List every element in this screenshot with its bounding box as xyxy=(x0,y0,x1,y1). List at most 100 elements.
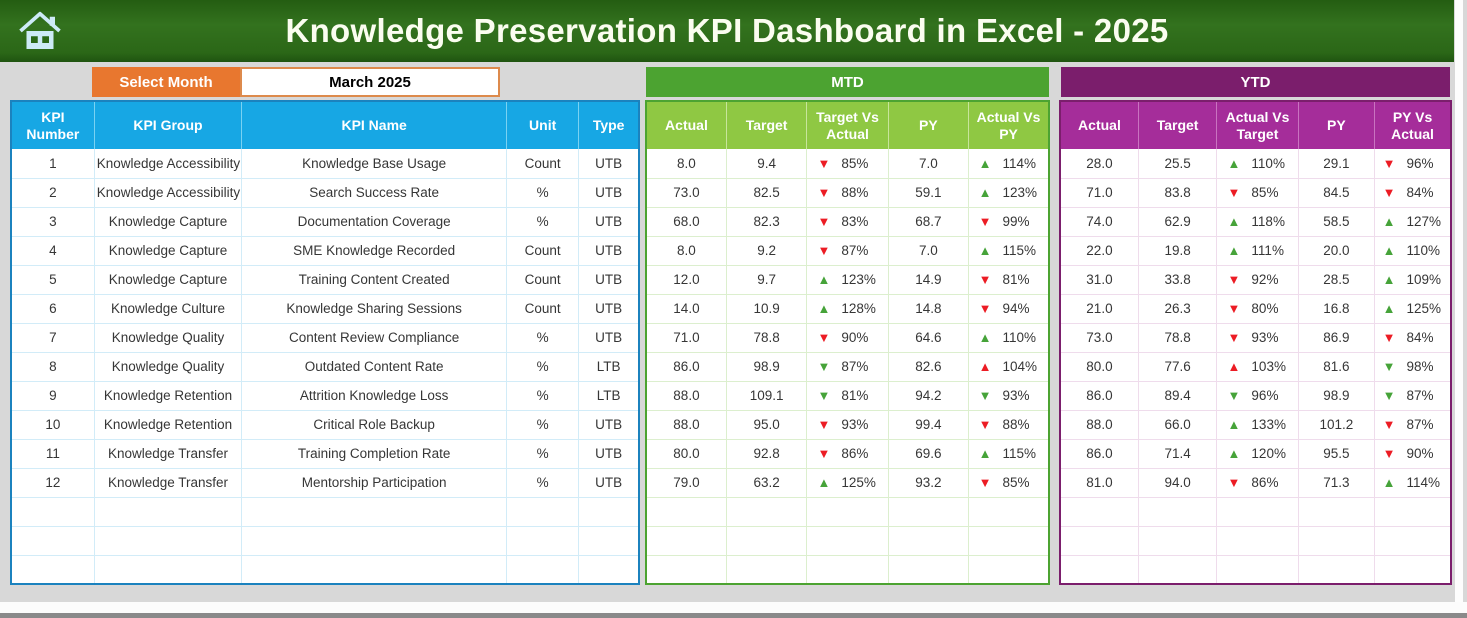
down-arrow-icon: ▼ xyxy=(817,155,831,171)
indicator-cell: ▲ 110% xyxy=(1216,149,1299,179)
table-row: 8.0 9.4 ▼ 85% 7.0 ▲ 114% xyxy=(646,149,1050,179)
percent-value: 123% xyxy=(1002,185,1037,200)
up-arrow-icon: ▲ xyxy=(1382,301,1396,316)
ytd-banner: YTD xyxy=(1061,67,1450,97)
up-arrow-icon: ▲ xyxy=(978,359,992,374)
percent-value: 81% xyxy=(841,388,869,403)
cell: 11 xyxy=(11,439,95,469)
table-row: 8.0 9.2 ▼ 87% 7.0 ▲ 115% xyxy=(646,236,1050,266)
cell: 10 xyxy=(11,410,95,440)
indicator-cell: ▼ 88% xyxy=(968,410,1050,440)
down-arrow-icon: ▼ xyxy=(817,185,831,200)
cell: % xyxy=(506,410,580,440)
cell: 86.9 xyxy=(1298,323,1376,353)
cell: Count xyxy=(506,149,580,179)
column-header: Unit xyxy=(506,101,580,149)
bottom-white-strip xyxy=(0,602,1467,613)
home-icon[interactable] xyxy=(16,7,64,55)
cell: 2 xyxy=(11,178,95,208)
cell: Knowledge Base Usage xyxy=(241,149,508,179)
up-arrow-icon: ▲ xyxy=(1227,155,1241,171)
down-arrow-icon: ▼ xyxy=(1382,446,1396,461)
up-arrow-icon: ▲ xyxy=(978,155,992,171)
table-row: 86.0 71.4 ▲ 120% 95.5 ▼ 90% xyxy=(1060,439,1452,469)
cell xyxy=(1216,497,1299,527)
cell: 62.9 xyxy=(1138,207,1218,237)
percent-value: 115% xyxy=(1002,243,1036,258)
up-arrow-icon: ▲ xyxy=(1382,272,1396,287)
indicator-cell: ▲ 128% xyxy=(806,294,889,324)
down-arrow-icon: ▼ xyxy=(1382,330,1396,345)
indicator-cell: ▲ 114% xyxy=(1374,468,1452,498)
indicator-cell: ▲ 109% xyxy=(1374,265,1452,295)
up-arrow-icon: ▲ xyxy=(978,185,992,200)
table-row: 8 Knowledge Quality Outdated Content Rate%… xyxy=(11,352,640,382)
cell: 31.0 xyxy=(1060,265,1139,295)
cell xyxy=(506,555,580,585)
indicator-cell: ▼ 81% xyxy=(806,381,889,411)
cell: 4 xyxy=(11,236,95,266)
cell: % xyxy=(506,439,580,469)
table-row: 3 Knowledge Capture Documentation Coverage… xyxy=(11,207,640,237)
indicator-cell: ▲ 123% xyxy=(968,178,1050,208)
table-row: 31.0 33.8 ▼ 92% 28.5 ▲ 109% xyxy=(1060,265,1452,295)
cell: 84.5 xyxy=(1298,178,1376,208)
ytd-table-header-row: Actual Target Actual Vs Target PY PY Vs Actu… xyxy=(1060,101,1452,149)
mtd-table-header-row: Actual Target Target Vs Actual PY Actual Vs … xyxy=(646,101,1050,149)
cell: 20.0 xyxy=(1298,236,1376,266)
cell: 8.0 xyxy=(646,236,727,266)
cell xyxy=(726,497,808,527)
cell: UTB xyxy=(578,236,640,266)
indicator-cell: ▲ 125% xyxy=(806,468,889,498)
cell: Attrition Knowledge Loss xyxy=(241,381,508,411)
cell xyxy=(1060,555,1139,585)
table-row: 81.0 94.0 ▼ 86% 71.3 ▲ 114% xyxy=(1060,468,1452,498)
table-row: 88.0 66.0 ▲ 133% 101.2 ▼ 87% xyxy=(1060,410,1452,440)
cell: 79.0 xyxy=(646,468,727,498)
indicator-cell: ▼ 85% xyxy=(968,468,1050,498)
cell: Critical Role Backup xyxy=(241,410,508,440)
cell: 8 xyxy=(11,352,95,382)
indicator-cell: ▲ 120% xyxy=(1216,439,1299,469)
indicator-cell: ▼ 83% xyxy=(806,207,889,237)
cell xyxy=(1138,555,1218,585)
percent-value: 114% xyxy=(1406,475,1440,490)
bottom-scrollbar[interactable] xyxy=(0,613,1467,618)
cell xyxy=(11,555,95,585)
cell: 98.9 xyxy=(1298,381,1376,411)
indicator-cell: ▲ 115% xyxy=(968,439,1050,469)
cell: 7.0 xyxy=(888,236,970,266)
down-arrow-icon: ▼ xyxy=(1382,155,1396,171)
percent-value: 118% xyxy=(1251,214,1285,229)
cell: % xyxy=(506,178,580,208)
cell: 86.0 xyxy=(1060,381,1139,411)
percent-value: 86% xyxy=(841,446,869,461)
column-header: PY xyxy=(888,101,970,149)
cell xyxy=(1060,497,1139,527)
cell: 5 xyxy=(11,265,95,295)
table-row: 28.0 25.5 ▲ 110% 29.1 ▼ 96% xyxy=(1060,149,1452,179)
cell: 7.0 xyxy=(888,149,970,179)
percent-value: 111% xyxy=(1251,243,1284,258)
cell: 81.0 xyxy=(1060,468,1139,498)
percent-value: 87% xyxy=(841,359,869,374)
indicator-cell: ▲ 114% xyxy=(968,149,1050,179)
down-arrow-icon: ▼ xyxy=(1227,475,1241,490)
down-arrow-icon: ▼ xyxy=(817,243,831,258)
cell xyxy=(578,526,640,556)
up-arrow-icon: ▲ xyxy=(1227,417,1241,432)
table-row: 80.0 92.8 ▼ 86% 69.6 ▲ 115% xyxy=(646,439,1050,469)
month-dropdown[interactable]: March 2025 xyxy=(240,67,500,97)
percent-value: 125% xyxy=(1406,301,1441,316)
empty-row xyxy=(11,555,640,585)
cell: 99.4 xyxy=(888,410,970,440)
page-title: Knowledge Preservation KPI Dashboard in … xyxy=(285,12,1169,49)
cell: Content Review Compliance xyxy=(241,323,508,353)
cell xyxy=(1138,526,1218,556)
percent-value: 128% xyxy=(841,301,876,316)
table-row: 9 Knowledge Retention Attrition Knowledge … xyxy=(11,381,640,411)
percent-value: 93% xyxy=(841,417,869,432)
indicator-cell: ▼ 88% xyxy=(806,178,889,208)
empty-row xyxy=(11,497,640,527)
